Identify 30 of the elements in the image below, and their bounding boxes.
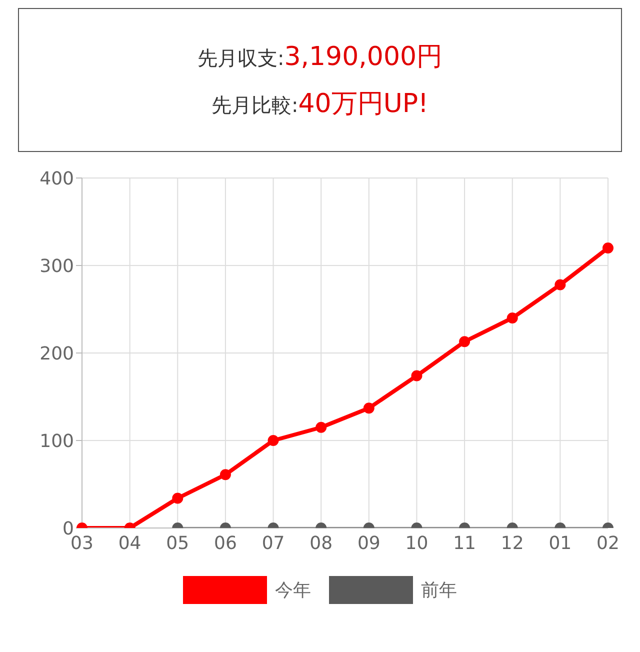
x-tick-label: 01: [548, 532, 572, 554]
y-tick-label: 100: [40, 430, 74, 452]
text: 先月比較:: [212, 93, 298, 117]
y-tick-label: 300: [40, 256, 74, 277]
text: 40万円UP!: [298, 89, 428, 119]
x-tick-label: 10: [405, 532, 428, 554]
point: [363, 402, 374, 414]
point: [506, 312, 518, 324]
x-tick-label: 09: [357, 532, 380, 554]
x-tick-label: 04: [118, 532, 142, 554]
legend-label: 前年: [421, 579, 457, 602]
x-tick-label: 12: [500, 532, 524, 554]
text: 3,190,000円: [284, 42, 443, 72]
x-tick-label: 11: [453, 532, 476, 554]
text: 先月収支:: [197, 46, 284, 70]
point: [411, 370, 422, 382]
point: [459, 336, 470, 348]
y-tick-label: 400: [40, 168, 74, 190]
point: [316, 422, 327, 433]
x-tick-label: 05: [166, 532, 190, 554]
y-tick-label: 200: [40, 343, 74, 364]
x-tick-label: 06: [214, 532, 237, 554]
x-tick-label: 03: [70, 532, 94, 554]
point: [602, 242, 614, 254]
legend-label: 今年: [275, 579, 311, 602]
x-tick-label: 07: [262, 532, 285, 554]
point: [268, 435, 279, 446]
x-tick-label: 02: [596, 532, 620, 554]
point: [554, 279, 566, 290]
x-tick-label: 08: [310, 532, 333, 554]
